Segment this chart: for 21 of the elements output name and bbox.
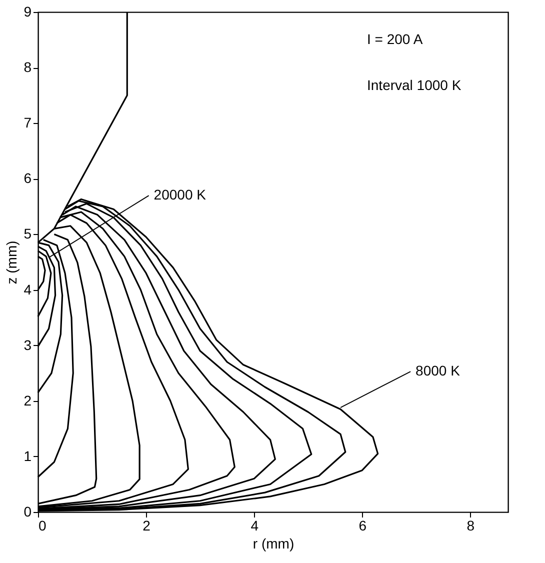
x-tick-label: 0 xyxy=(38,518,46,534)
annotation: I = 200 A xyxy=(367,31,424,47)
y-axis-title: z (mm) xyxy=(4,240,20,284)
x-tick-label: 2 xyxy=(142,518,151,534)
y-tick-label: 2 xyxy=(24,392,32,408)
annotation: 8000 K xyxy=(416,362,461,379)
y-tick-label: 9 xyxy=(24,4,32,20)
y-tick-label: 8 xyxy=(24,59,32,76)
y-tick-label: 3 xyxy=(24,336,32,353)
x-tick-label: 4 xyxy=(250,518,259,534)
y-tick-label: 5 xyxy=(24,226,32,242)
x-tick-label: 8 xyxy=(466,518,475,534)
y-tick-label: 6 xyxy=(24,170,32,186)
x-axis-title: r (mm) xyxy=(252,536,294,552)
y-tick-label: 4 xyxy=(24,281,32,298)
y-tick-label: 1 xyxy=(24,448,32,464)
y-tick-label: 0 xyxy=(24,504,32,520)
annotation: Interval 1000 K xyxy=(367,77,462,93)
annotation: 20000 K xyxy=(154,186,207,203)
x-tick-label: 6 xyxy=(358,518,367,534)
y-tick-label: 7 xyxy=(24,114,32,131)
